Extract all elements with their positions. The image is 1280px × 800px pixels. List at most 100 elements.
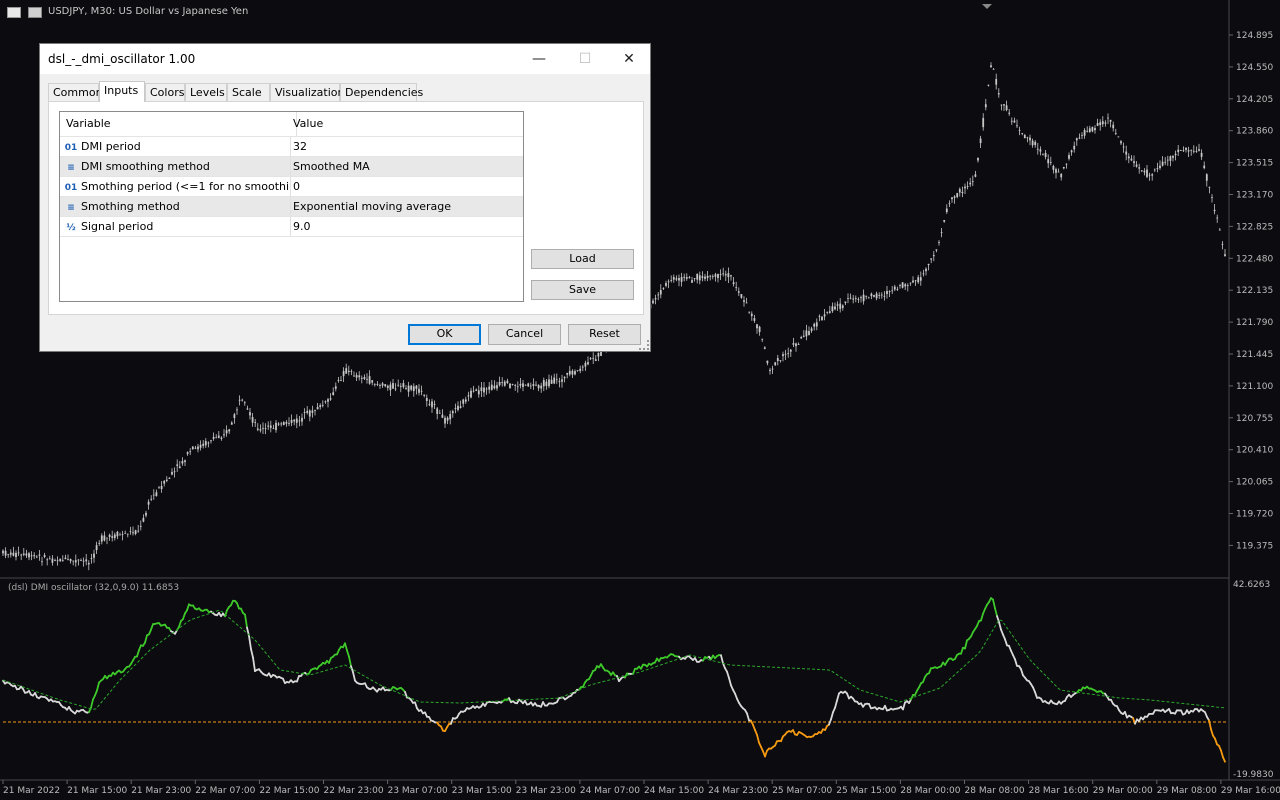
chart-symbol-title: USDJPY, M30: US Dollar vs Japanese Yen: [48, 6, 249, 17]
candle-body: [969, 182, 972, 185]
candle-body: [886, 290, 888, 295]
time-tick-label: 21 Mar 15:00: [67, 786, 127, 796]
time-tick-label: 28 Mar 08:00: [965, 786, 1025, 796]
candle-body: [1135, 164, 1138, 167]
candle-body: [215, 437, 218, 439]
save-button[interactable]: Save: [531, 280, 634, 300]
candle-body: [974, 174, 977, 177]
candle-body: [1148, 174, 1151, 176]
candle-body: [550, 379, 553, 384]
candle-body: [306, 410, 309, 413]
tab-dependencies[interactable]: Dependencies: [340, 83, 423, 101]
param-row-dmi-smoothing-method[interactable]: ≡ DMI smoothing method Smoothed MA: [60, 157, 523, 177]
oscillator-segment: [252, 656, 256, 673]
param-row-dmi-period[interactable]: 01 DMI period 32: [60, 137, 523, 157]
candle-body: [220, 437, 223, 439]
cancel-button[interactable]: Cancel: [488, 324, 561, 345]
candle-body: [48, 558, 51, 560]
param-value-field[interactable]: Exponential moving average: [293, 200, 452, 213]
candle-body: [800, 337, 803, 339]
candle-body: [264, 428, 267, 430]
candle-body: [1088, 128, 1091, 133]
candle-body: [1044, 152, 1047, 157]
candle-body: [779, 360, 782, 361]
value-column-header[interactable]: Value: [293, 117, 324, 130]
candle-body: [735, 287, 738, 288]
tab-common[interactable]: Common: [48, 83, 103, 101]
param-row-smoothing-period[interactable]: 01 Smothing period (<=1 for no smoothing)…: [60, 177, 523, 197]
dialog-titlebar[interactable]: dsl_-_dmi_oscillator 1.00 — ☐ ✕: [40, 44, 650, 74]
candle-body: [675, 278, 678, 280]
oscillator-segment: [1020, 668, 1024, 677]
tab-colors[interactable]: Colors: [145, 83, 185, 101]
load-button[interactable]: Load: [531, 249, 634, 269]
candle-body: [293, 419, 296, 422]
candle-body: [1211, 197, 1213, 199]
candle-body: [901, 282, 904, 288]
candle-body: [230, 422, 233, 425]
time-tick-label: 23 Mar 15:00: [452, 786, 512, 796]
indicator-properties-dialog[interactable]: dsl_-_dmi_oscillator 1.00 — ☐ ✕ Common I…: [39, 43, 651, 352]
close-button[interactable]: ✕: [623, 51, 635, 67]
chart-menu-icon[interactable]: [7, 7, 21, 18]
candle-body: [561, 379, 563, 382]
reset-button[interactable]: Reset: [568, 324, 641, 345]
candle-body: [880, 294, 883, 296]
candle-body: [1172, 156, 1174, 158]
candle-body: [228, 429, 231, 432]
candle-body: [867, 297, 870, 299]
param-row-smoothing-method[interactable]: ≡ Smothing method Exponential moving aver…: [60, 197, 523, 217]
candle-body: [964, 186, 966, 189]
candle-body: [202, 443, 205, 446]
candle-body: [1062, 166, 1065, 169]
candle-body: [683, 276, 686, 278]
param-value-field[interactable]: 9.0: [293, 220, 311, 233]
candle-body: [706, 275, 709, 278]
candle-body: [373, 383, 376, 385]
tab-levels[interactable]: Levels: [185, 83, 227, 101]
time-tick-label: 29 Mar 16:00: [1221, 786, 1280, 796]
candle-body: [67, 559, 69, 561]
param-value-field[interactable]: 32: [293, 140, 307, 153]
resize-grip-icon[interactable]: [639, 340, 649, 350]
candle-body: [566, 373, 569, 375]
candle-body: [808, 331, 810, 335]
ok-button[interactable]: OK: [408, 324, 481, 345]
candle-body: [446, 417, 449, 421]
param-value-field[interactable]: 0: [293, 180, 300, 193]
price-tick-label: 119.720: [1236, 510, 1273, 520]
tab-inputs[interactable]: Inputs: [99, 81, 145, 102]
candle-body: [61, 560, 64, 562]
candle-body: [516, 386, 519, 388]
time-tick-label: 25 Mar 07:00: [772, 786, 832, 796]
tab-visualization[interactable]: Visualization: [270, 83, 344, 101]
candle-body: [854, 298, 857, 299]
candle-body: [925, 268, 927, 272]
candle-body: [797, 344, 800, 345]
candle-body: [327, 399, 329, 402]
candle-body: [672, 277, 675, 280]
oscillator-segment: [752, 724, 756, 731]
time-tick-label: 25 Mar 15:00: [836, 786, 896, 796]
candle-body: [418, 388, 420, 393]
candle-body: [1075, 138, 1078, 141]
oscillator-segment: [1222, 756, 1226, 763]
price-tick-label: 121.445: [1236, 350, 1273, 360]
trade-panel-icon[interactable]: [28, 7, 42, 18]
oscillator-segment: [250, 648, 254, 659]
minimize-button[interactable]: —: [532, 51, 546, 67]
candle-body: [415, 385, 418, 389]
candle-body: [496, 385, 498, 389]
oscillator-segment: [902, 701, 906, 711]
variable-column-header[interactable]: Variable: [60, 112, 297, 136]
candle-body: [41, 561, 43, 563]
candle-body: [1073, 145, 1076, 150]
param-value-field[interactable]: Smoothed MA: [293, 160, 370, 173]
tab-scale[interactable]: Scale: [227, 83, 270, 101]
candle-body: [714, 274, 717, 277]
candle-body: [488, 386, 491, 390]
maximize-button[interactable]: ☐: [578, 51, 592, 67]
param-row-signal-period[interactable]: ½ Signal period 9.0: [60, 217, 523, 237]
chart-shift-marker-icon[interactable]: [982, 4, 992, 9]
candle-body: [849, 297, 852, 299]
